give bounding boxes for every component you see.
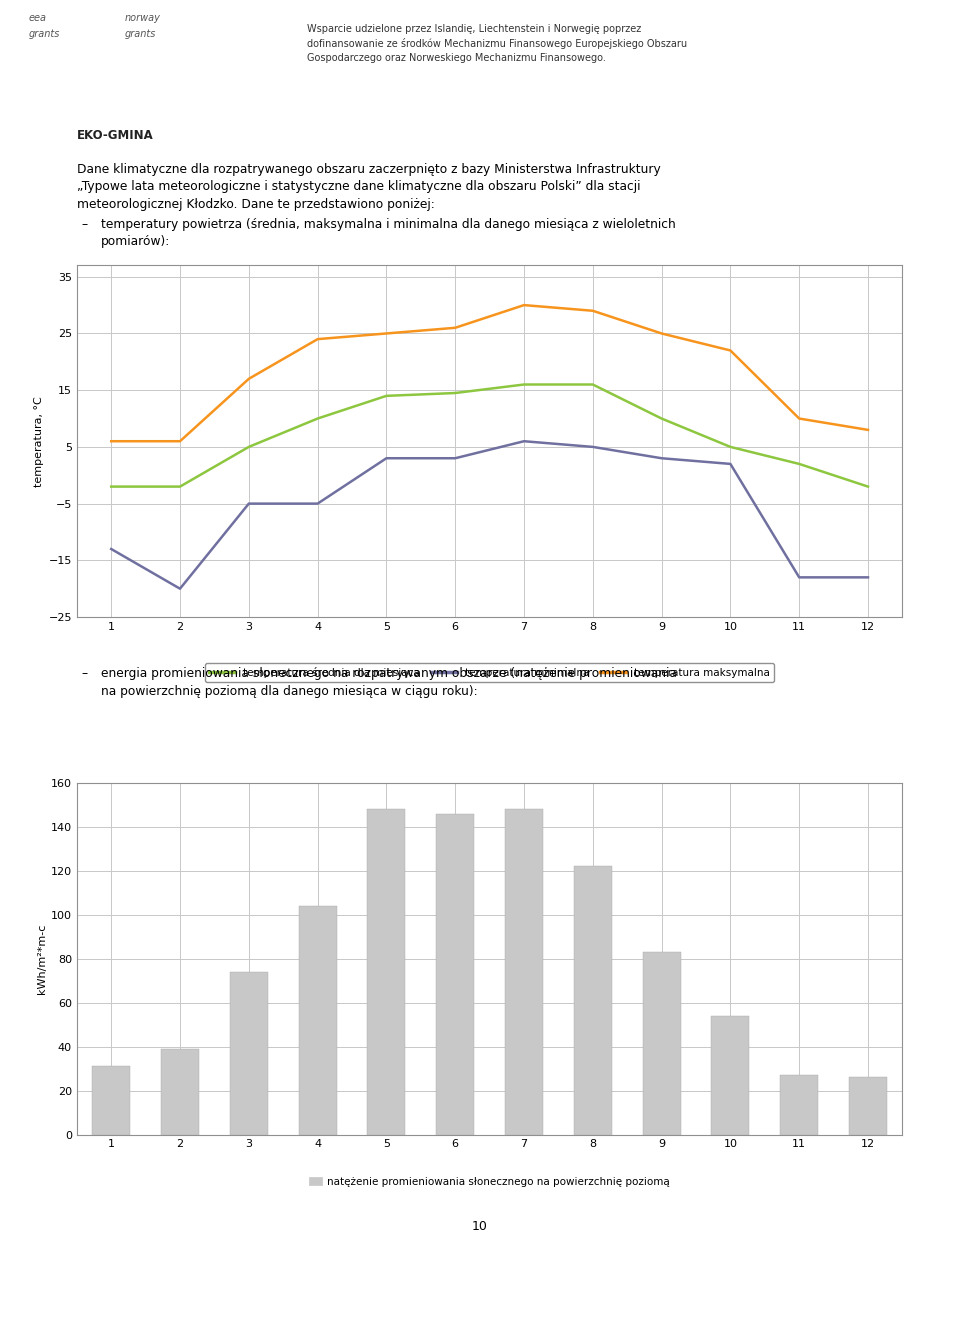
Text: Dane klimatyczne dla rozpatrywanego obszaru zaczerpnięto z bazy Ministerstwa Inf: Dane klimatyczne dla rozpatrywanego obsz… — [77, 163, 660, 176]
Bar — [780, 1075, 818, 1135]
Y-axis label: kWh/m²*m-c: kWh/m²*m-c — [36, 924, 47, 994]
Bar — [161, 1048, 199, 1135]
Text: eea: eea — [29, 13, 47, 24]
Text: –: – — [82, 667, 87, 681]
Text: norway: norway — [125, 13, 160, 24]
Bar — [368, 809, 405, 1135]
Bar — [574, 867, 612, 1135]
Legend: temperatura średnia dla miesiąca, temperatura minimalna, temperatura maksymalna: temperatura średnia dla miesiąca, temper… — [204, 664, 775, 682]
Bar — [299, 906, 337, 1135]
Text: meteorologicznej Kłodzko. Dane te przedstawiono poniżej:: meteorologicznej Kłodzko. Dane te przeds… — [77, 198, 435, 211]
Text: temperatury powietrza (średnia, maksymalna i minimalna dla danego miesiąca z wie: temperatury powietrza (średnia, maksymal… — [101, 218, 676, 231]
Bar — [711, 1016, 750, 1135]
Legend: natężenie promieniowania słonecznego na powierzchnię poziomą: natężenie promieniowania słonecznego na … — [305, 1173, 674, 1190]
Bar — [849, 1078, 887, 1135]
Bar — [505, 809, 543, 1135]
Text: na powierzchnię poziomą dla danego miesiąca w ciągu roku):: na powierzchnię poziomą dla danego miesi… — [101, 685, 477, 698]
Y-axis label: temperatura, °C: temperatura, °C — [35, 395, 44, 487]
Text: „Typowe lata meteorologiczne i statystyczne dane klimatyczne dla obszaru Polski”: „Typowe lata meteorologiczne i statystyc… — [77, 180, 640, 194]
Text: EKO-GMINA: EKO-GMINA — [77, 129, 154, 142]
Bar — [642, 953, 681, 1135]
Bar — [229, 971, 268, 1135]
Text: energia promieniowania słonecznego na rozpatrywanym obszarze (natężenie promieni: energia promieniowania słonecznego na ro… — [101, 667, 677, 681]
Text: pomiarów):: pomiarów): — [101, 235, 170, 248]
Text: grants: grants — [125, 29, 156, 40]
Text: 10: 10 — [472, 1220, 488, 1233]
Bar — [92, 1067, 131, 1135]
Text: Wsparcie udzielone przez Islandię, Liechtenstein i Norwegię poprzez
dofinansowan: Wsparcie udzielone przez Islandię, Liech… — [307, 24, 687, 64]
Text: –: – — [82, 218, 87, 231]
Text: grants: grants — [29, 29, 60, 40]
Bar — [436, 813, 474, 1135]
